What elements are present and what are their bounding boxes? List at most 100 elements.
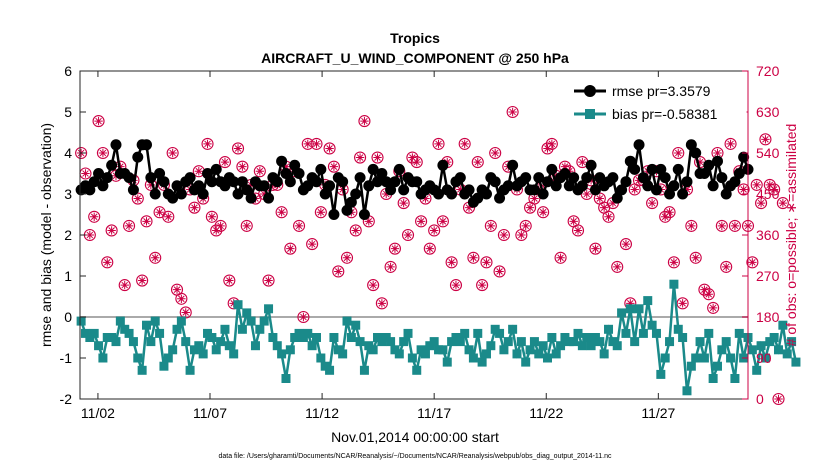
rmse-point	[271, 176, 283, 188]
rmse-point	[411, 176, 423, 188]
bias-point	[769, 333, 779, 342]
bias-series-markers	[76, 279, 801, 396]
obs-assimilated-point	[530, 194, 539, 203]
rmse-point	[354, 172, 366, 184]
obs-assimilated-point	[133, 194, 142, 203]
bias-point	[176, 316, 186, 326]
bias-point	[512, 349, 522, 359]
bias-point	[787, 337, 797, 347]
obs-assimilated-point	[473, 157, 482, 167]
rmse-point	[563, 180, 575, 192]
bias-point	[94, 341, 104, 351]
obs-possible-point	[689, 251, 702, 264]
obs-assimilated-point	[665, 208, 674, 217]
obs-possible-point	[471, 156, 484, 169]
bias-point	[168, 345, 178, 355]
obs-assimilated-point	[307, 239, 317, 249]
bias-point	[473, 328, 483, 338]
rmse-point	[127, 184, 139, 196]
bias-point	[264, 304, 274, 314]
y2-tick-label: 450	[756, 186, 780, 202]
rmse-point	[202, 168, 214, 179]
obs-assimilated-point	[412, 157, 421, 167]
obs-possible-point	[223, 274, 236, 287]
obs-assimilated-point	[368, 280, 378, 290]
bias-point	[342, 316, 352, 326]
obs-possible-point	[388, 242, 401, 255]
bias-point	[774, 345, 784, 355]
obs-possible-point	[410, 156, 423, 169]
obs-assimilated-point	[451, 280, 461, 290]
bias-point	[420, 349, 430, 359]
bias-point	[460, 328, 470, 338]
bias-point	[181, 337, 191, 347]
obs-assimilated-point	[373, 153, 382, 162]
obs-assimilated-point	[177, 294, 186, 303]
rmse-point	[589, 184, 601, 196]
obs-assimilated-point	[495, 267, 504, 276]
obs-assimilated-point	[765, 180, 774, 190]
y-axis-label: rmse and bias (model - observation)	[38, 123, 54, 347]
obs-possible-point	[384, 260, 397, 273]
rmse-point	[197, 188, 209, 200]
obs-possible-point	[480, 256, 493, 269]
obs-assimilated-point	[687, 221, 696, 231]
rmse-point	[228, 176, 240, 188]
rmse-point	[123, 172, 135, 184]
bias-point	[359, 365, 369, 375]
y-tick-label: 2	[64, 227, 72, 243]
obs-assimilated-point	[756, 198, 766, 208]
obs-assimilated-point	[325, 144, 334, 153]
obs-possible-point	[458, 137, 471, 150]
obs-possible-point	[702, 288, 715, 301]
obs-assimilated-point	[364, 217, 373, 226]
bias-point	[355, 337, 365, 347]
y2-axis-ticks: 0 90 180 270 360 450 540 630 720	[742, 63, 780, 407]
y-tick-label: 0	[64, 309, 72, 325]
rmse-point	[629, 163, 641, 175]
rmse-point	[210, 163, 222, 175]
obs-assimilated-point	[207, 212, 217, 221]
rmse-point	[276, 155, 288, 167]
bias-point	[634, 304, 644, 314]
obs-possible-point	[676, 297, 689, 310]
y2-axis-label: # of obs: o=possible; ∗=assimilated	[783, 124, 799, 347]
obs-possible-point	[401, 228, 415, 242]
rmse-point	[620, 176, 632, 188]
bias-point	[142, 320, 152, 330]
bias-point	[237, 324, 247, 334]
obs-possible-point	[519, 219, 532, 232]
rmse-point	[472, 192, 484, 204]
obs-possible-point	[105, 224, 118, 237]
bias-point	[704, 328, 714, 338]
bias-point	[89, 328, 99, 338]
obs-possible-point	[667, 256, 680, 269]
obs-possible-point	[755, 197, 768, 210]
bias-point	[678, 333, 688, 342]
rmse-point	[372, 176, 384, 188]
rmse-point	[219, 180, 231, 192]
rmse-point	[616, 184, 628, 196]
bias-point	[303, 328, 313, 338]
bias-point	[752, 365, 762, 375]
bias-point	[111, 337, 121, 347]
obs-possible-point	[415, 215, 428, 228]
bias-point	[325, 365, 335, 375]
obs-assimilated-point	[704, 290, 713, 299]
rmse-point	[494, 192, 506, 204]
obs-possible-point	[489, 146, 502, 160]
bias-point	[495, 328, 505, 338]
rmse-point	[376, 168, 388, 179]
rmse-point	[559, 168, 571, 179]
obs-assimilated-point	[595, 194, 605, 203]
rmse-point	[624, 155, 636, 167]
obs-possible-point	[698, 283, 711, 296]
obs-assimilated-point	[739, 185, 748, 194]
rmse-point	[324, 180, 336, 192]
obs-possible-point	[96, 146, 109, 160]
obs-assimilated-point	[164, 212, 173, 221]
bias-point	[394, 349, 404, 359]
bias-point	[617, 308, 627, 318]
obs-assimilated-point	[660, 212, 670, 221]
bias-point	[673, 324, 683, 334]
